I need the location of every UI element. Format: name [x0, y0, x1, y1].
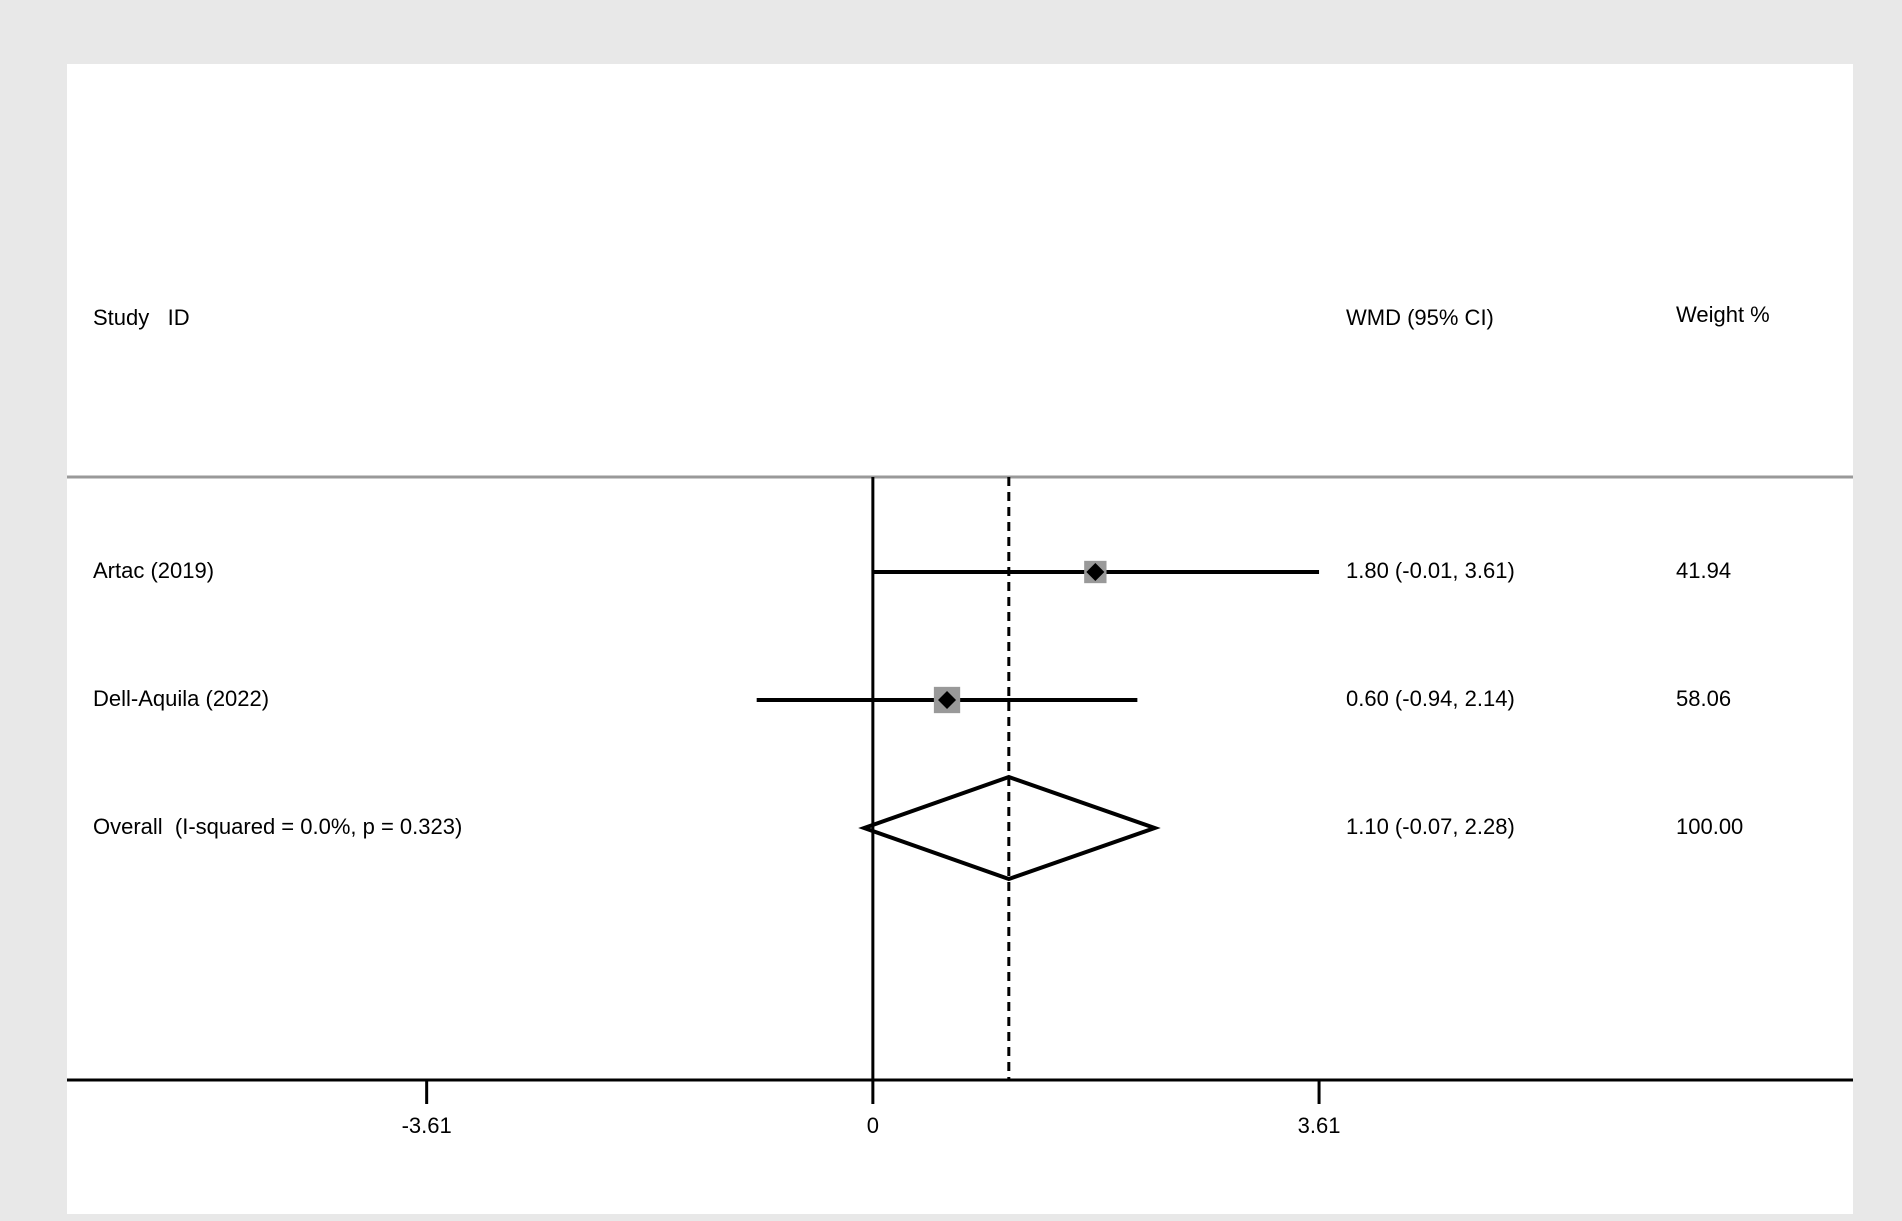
estimate-label: 1.10 (-0.07, 2.28)	[1346, 814, 1515, 839]
x-tick-label: 3.61	[1298, 1113, 1341, 1138]
x-tick-label: 0	[867, 1113, 879, 1138]
study-label: Dell-Aquila (2022)	[93, 686, 269, 711]
weight-label: 100.00	[1676, 814, 1743, 839]
panel	[67, 64, 1853, 1214]
study-label: Artac (2019)	[93, 558, 214, 583]
weight-label: 58.06	[1676, 686, 1731, 711]
x-tick-label: -3.61	[402, 1113, 452, 1138]
header-weight: Weight %	[1676, 302, 1770, 327]
estimate-label: 0.60 (-0.94, 2.14)	[1346, 686, 1515, 711]
header-study: Study ID	[93, 305, 190, 330]
point-estimate	[1086, 563, 1105, 581]
pooled-diamond	[858, 774, 1161, 882]
estimate-label: 1.80 (-0.01, 3.61)	[1346, 558, 1515, 583]
weight-label: 41.94	[1676, 558, 1731, 583]
study-label: Overall (I-squared = 0.0%, p = 0.323)	[93, 814, 462, 839]
header-estimate: WMD (95% CI)	[1346, 305, 1494, 330]
point-estimate	[938, 691, 957, 709]
